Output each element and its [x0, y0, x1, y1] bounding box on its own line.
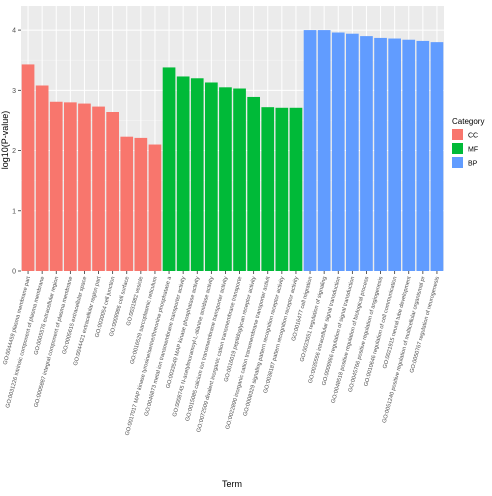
- panel-background: [21, 6, 444, 271]
- bar: [35, 85, 49, 271]
- legend-swatch: [452, 157, 463, 168]
- y-tick-label: 4: [12, 28, 16, 35]
- legend-swatch: [452, 143, 463, 154]
- legend-label: BP: [468, 161, 478, 168]
- bar: [317, 30, 331, 271]
- bar: [388, 38, 401, 271]
- bars: [21, 30, 444, 272]
- y-tick-label: 3: [12, 88, 16, 95]
- bar: [49, 101, 63, 272]
- legend-label: MF: [468, 147, 478, 154]
- bar: [289, 107, 303, 271]
- legend: Category CC MF BP: [452, 117, 484, 168]
- bar: [233, 88, 246, 272]
- bar: [261, 107, 275, 271]
- bar: [92, 106, 105, 271]
- bar: [148, 144, 162, 271]
- bar: [78, 103, 91, 272]
- bar: [331, 32, 345, 271]
- bar: [416, 40, 430, 271]
- bar: [303, 30, 317, 271]
- x-axis-ticks: GO:0044459 plasma membrane partGO:003122…: [3, 271, 441, 436]
- bar: [190, 78, 204, 271]
- bar: [205, 82, 218, 271]
- legend-title: Category: [452, 117, 484, 126]
- bar: [21, 64, 35, 271]
- bar: [134, 137, 148, 271]
- y-tick-label: 1: [12, 208, 16, 215]
- legend-label: CC: [468, 133, 478, 140]
- bar: [247, 96, 260, 272]
- bar: [106, 112, 119, 271]
- x-axis-label: Term: [222, 479, 242, 489]
- bar: [346, 33, 359, 271]
- y-tick-label: 2: [12, 148, 16, 155]
- bar: [162, 67, 176, 271]
- y-tick-label: 0: [12, 269, 16, 276]
- bar: [219, 87, 232, 271]
- legend-swatch: [452, 129, 463, 140]
- bar: [360, 36, 373, 272]
- bar: [176, 76, 190, 271]
- bar: [402, 39, 416, 272]
- bar: [430, 42, 444, 271]
- y-axis-label: log10(P-value): [0, 111, 10, 170]
- bar: [275, 107, 289, 271]
- y-axis-ticks: 0 1 2 3 4: [12, 28, 21, 276]
- bar: [120, 136, 134, 271]
- bar: [374, 37, 387, 271]
- bar: [64, 102, 77, 271]
